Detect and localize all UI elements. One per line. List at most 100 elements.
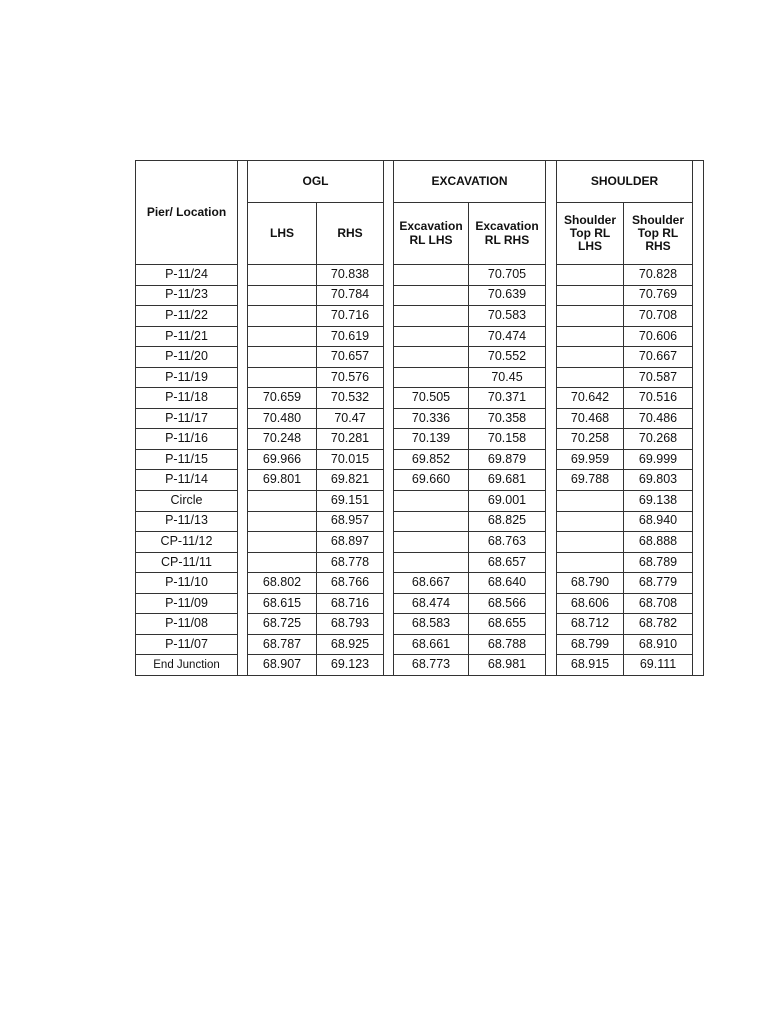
- cell-location: P-11/19: [135, 366, 238, 389]
- spacer-cell: [237, 634, 248, 655]
- spacer-cell: [545, 552, 558, 573]
- spacer-cell: [545, 613, 558, 635]
- spacer-cell: [383, 449, 394, 470]
- cell-shoulder-lhs: 68.915: [556, 654, 625, 676]
- cell-ogl-rhs: 68.778: [316, 551, 384, 574]
- cell-excavation-rhs: 68.640: [467, 572, 547, 594]
- cell-ogl-rhs: 70.657: [316, 346, 384, 368]
- spacer-cell: [237, 264, 248, 286]
- cell-location: CP-11/12: [135, 531, 238, 553]
- cell-shoulder-lhs: [556, 264, 625, 286]
- table-row: P-11/20 70.657 70.552 70.667: [135, 346, 705, 368]
- table-row: P-11/18 70.659 70.532 70.505 70.371 70.642 70.…: [135, 387, 705, 409]
- cell-excavation-lhs: [393, 490, 469, 512]
- spacer-cell: [545, 285, 558, 306]
- cell-excavation-lhs: 68.773: [393, 654, 469, 676]
- table-row: P-11/22 70.716 70.583 70.708: [135, 305, 705, 327]
- spacer-cell: [383, 305, 394, 327]
- cell-excavation-rhs: 70.45: [467, 366, 547, 389]
- header-shoulder-lhs: Shoulder Top RL LHS: [556, 202, 625, 265]
- cell-excavation-lhs: 68.583: [393, 613, 469, 635]
- cell-shoulder-rhs: 70.667: [623, 346, 694, 368]
- cell-ogl-rhs: 70.281: [316, 428, 384, 450]
- cell-ogl-rhs: 69.123: [316, 654, 384, 676]
- spacer-cell: [383, 285, 394, 306]
- spacer-cell: [383, 387, 394, 409]
- spacer-cell: [237, 367, 248, 388]
- spacer-cell: [692, 285, 705, 306]
- cell-shoulder-rhs: 69.999: [623, 448, 694, 471]
- spacer-cell: [383, 613, 394, 635]
- table-row: P-11/21 70.619 70.474 70.606: [135, 325, 705, 348]
- cell-ogl-rhs: 68.957: [316, 510, 384, 533]
- spacer-cell: [692, 264, 705, 286]
- cell-shoulder-lhs: 70.642: [556, 387, 625, 409]
- cell-excavation-lhs: [393, 551, 469, 574]
- cell-shoulder-rhs: 69.803: [623, 469, 694, 492]
- cell-shoulder-lhs: 69.959: [556, 448, 625, 471]
- cell-excavation-rhs: 68.655: [467, 613, 547, 635]
- table-row: End Junction 68.907 69.123 68.773 68.981 68.9…: [135, 654, 705, 676]
- cell-shoulder-lhs: 68.799: [556, 633, 625, 656]
- spacer-cell: [383, 552, 394, 573]
- header-location: Pier/ Location: [135, 160, 238, 265]
- cell-ogl-lhs: 68.787: [247, 633, 317, 656]
- cell-shoulder-lhs: [556, 305, 625, 327]
- cell-excavation-lhs: 70.336: [393, 407, 469, 430]
- cell-ogl-rhs: 70.716: [316, 305, 384, 327]
- spacer-cell: [545, 449, 558, 470]
- cell-excavation-rhs: 70.583: [467, 305, 547, 327]
- cell-ogl-lhs: 68.725: [247, 613, 317, 635]
- cell-shoulder-lhs: [556, 510, 625, 533]
- cell-location: P-11/21: [135, 325, 238, 348]
- cell-shoulder-rhs: 70.486: [623, 407, 694, 430]
- cell-excavation-lhs: [393, 346, 469, 368]
- cell-excavation-rhs: 70.474: [467, 325, 547, 348]
- spacer-cell: [237, 552, 248, 573]
- table-row: P-11/16 70.248 70.281 70.139 70.158 70.258 70.…: [135, 428, 705, 450]
- spacer-cell: [383, 593, 394, 614]
- header-excavation-rhs: Excavation RL RHS: [467, 202, 547, 265]
- spacer-cell: [237, 326, 248, 347]
- spacer-cell: [545, 408, 558, 429]
- spacer-cell: [237, 469, 248, 491]
- spacer-cell: [383, 572, 394, 594]
- spacer-cell: [545, 654, 558, 676]
- cell-location: P-11/15: [135, 448, 238, 471]
- spacer-cell: [692, 490, 705, 512]
- cell-excavation-rhs: 70.705: [467, 264, 547, 286]
- cell-ogl-rhs: 70.576: [316, 366, 384, 389]
- spacer-cell: [692, 449, 705, 470]
- header-ogl-rhs: RHS: [316, 202, 384, 265]
- cell-location: CP-11/11: [135, 551, 238, 574]
- spacer-cell: [545, 634, 558, 655]
- spacer-cell: [545, 346, 558, 368]
- cell-shoulder-lhs: [556, 325, 625, 348]
- spacer-cell: [237, 387, 248, 409]
- spacer-cell: [237, 285, 248, 306]
- spacer-cell: [383, 326, 394, 347]
- cell-shoulder-lhs: [556, 531, 625, 553]
- cell-ogl-rhs: 70.532: [316, 387, 384, 409]
- spacer-cell: [692, 593, 705, 614]
- spacer-cell: [237, 490, 248, 512]
- spacer-cell: [383, 634, 394, 655]
- spacer-cell: [383, 346, 394, 368]
- cell-ogl-rhs: 70.619: [316, 325, 384, 348]
- table-row: Circle 69.151 69.001 69.138: [135, 490, 705, 512]
- header-ogl: OGL: [247, 160, 384, 203]
- cell-shoulder-rhs: 68.910: [623, 633, 694, 656]
- spacer-cell: [692, 552, 705, 573]
- spacer-cell: [692, 428, 705, 450]
- cell-shoulder-lhs: [556, 346, 625, 368]
- cell-ogl-lhs: [247, 346, 317, 368]
- table-row: P-11/13 68.957 68.825 68.940: [135, 510, 705, 533]
- spacer-cell: [383, 264, 394, 286]
- spacer-cell: [383, 367, 394, 388]
- spacer-cell: [237, 654, 248, 676]
- cell-shoulder-lhs: 68.712: [556, 613, 625, 635]
- spacer-cell: [237, 572, 248, 594]
- cell-location: End Junction: [135, 654, 238, 676]
- spacer-cell: [237, 428, 248, 450]
- cell-location: P-11/14: [135, 469, 238, 492]
